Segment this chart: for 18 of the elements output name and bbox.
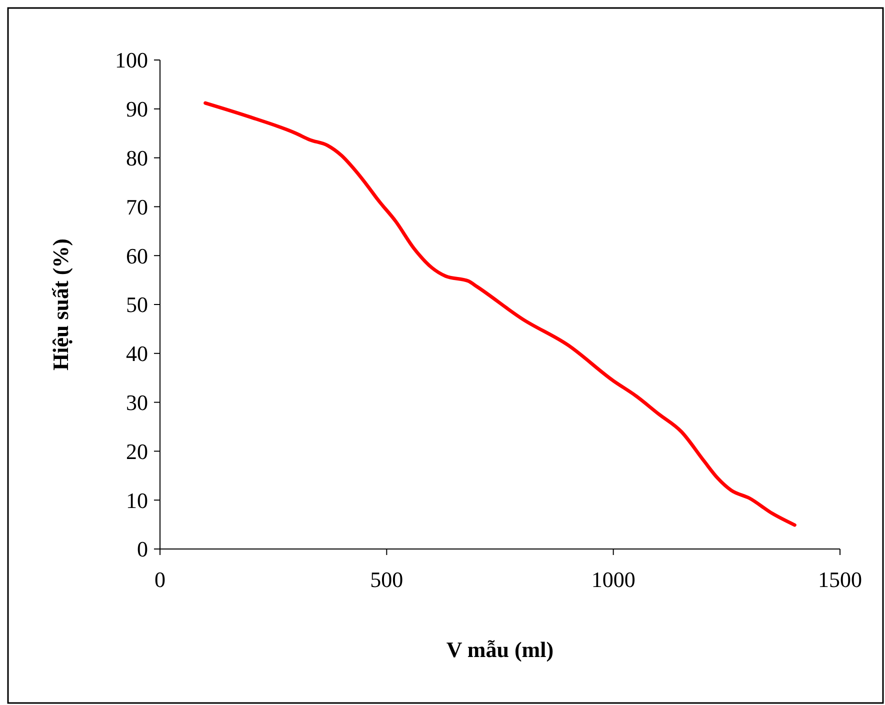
y-tick-label: 30 [126, 390, 148, 415]
y-tick-label: 50 [126, 292, 148, 318]
line-series [204, 101, 796, 527]
y-axis-title: Hiệu suất (%) [48, 238, 73, 370]
y-tick-label: 70 [126, 194, 148, 220]
x-tick-label: 1000 [591, 567, 636, 592]
x-tick-label: 0 [154, 567, 166, 592]
y-tick-label: 40 [126, 341, 148, 366]
y-tick-label: 80 [126, 146, 148, 170]
y-tick-label: 20 [126, 438, 148, 464]
x-tick-label: 1500 [818, 567, 862, 592]
y-tick-label: 100 [115, 48, 148, 73]
y-tick-label: 0 [137, 536, 148, 562]
y-tick-label: 60 [126, 243, 148, 268]
x-tick-label: 500 [370, 567, 404, 592]
y-tick-label: 10 [126, 488, 148, 513]
y-tick-label: 90 [126, 96, 148, 122]
x-axis-title: V mẫu (ml) [446, 637, 554, 662]
